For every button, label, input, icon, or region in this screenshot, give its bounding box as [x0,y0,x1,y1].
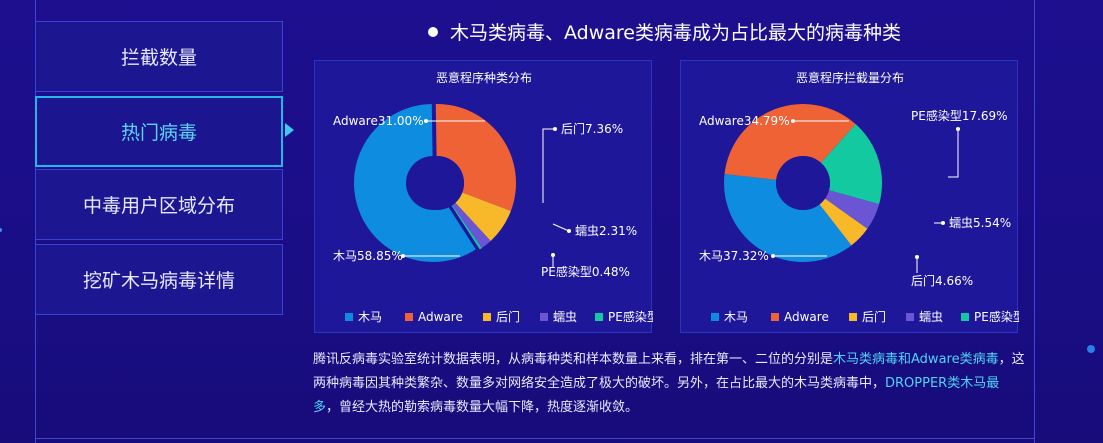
leader-dot-adware [424,119,428,123]
data-label-trojan: 木马37.32% [699,249,769,263]
legend-label-worm: 蠕虫 [919,310,943,324]
data-label-backdoor: 后门4.66% [911,273,973,288]
pie-center-hole [776,156,830,210]
leader-line-backdoor [542,128,555,203]
pie-slice-pe-infector [451,205,482,250]
data-label-pe-infector: PE感染型0.48% [541,264,630,279]
leader-dot-pe-infector [551,253,555,257]
chart-panel-type-distribution: 恶意程序种类分布木马58.85% Adware31.00% 后门7.36% 蠕虫2.3… [314,60,653,333]
legend-swatch-backdoor [483,313,491,321]
leader-dot-worm [567,229,571,233]
data-label-adware: Adware31.00% [333,114,424,128]
chart-legend: 木马 Adware 后门 蠕虫 PE感染型 [345,309,653,324]
sidebar-item-hot-virus[interactable]: 热门病毒 [35,96,283,167]
data-label-worm: 蠕虫5.54% [949,216,1011,230]
legend-swatch-backdoor [849,313,857,321]
desc-highlight-1: 木马类病毒和Adware类病毒 [833,352,999,367]
pie-slices [724,104,882,262]
frame-bottom-line [35,438,1035,439]
pie-center-hole [410,156,464,210]
decor-dot-right [1087,345,1095,353]
legend-swatch-adware [405,313,413,321]
sidebar-item-region-distribution[interactable]: 中毒用户区域分布 [35,169,283,240]
bullet-icon [428,26,438,37]
data-label-trojan: 木马58.85% [333,249,403,263]
legend-swatch-worm [906,313,914,321]
active-tab-arrow-icon [285,123,294,137]
legend-swatch-pe-infector [961,313,969,321]
legend-label-pe-infector: PE感染型 [974,309,1019,324]
legend-label-backdoor: 后门 [496,309,520,324]
chart-legend: 木马 Adware 后门 蠕虫 PE感染型 [711,309,1019,324]
pie-slice-backdoor [819,198,868,246]
desc-text-2: ，这两种病毒因其种类繁杂、数量多对网络安全造成了极大的破坏。另外，在占比最大的木… [313,352,1025,391]
legend-label-adware: Adware [784,310,829,324]
leader-dot-trojan [771,254,775,258]
desc-highlight-2: DROPPER类木马最多 [313,376,1000,415]
chart-panel-intercept-distribution: 恶意程序拦截量分布木马37.32% Adware34.79% PE感染型17.69%… [680,60,1019,333]
frame-right-line [1034,0,1035,443]
legend-label-adware: Adware [418,310,463,324]
data-label-backdoor: 后门7.36% [561,121,623,136]
legend-swatch-pe-infector [595,313,603,321]
pie-slice-pe-infector [820,124,882,205]
legend-swatch-trojan [711,313,719,321]
leader-line-pe-infector [948,129,959,178]
legend-label-trojan: 木马 [358,310,382,324]
chart-title: 恶意程序拦截量分布 [796,70,904,85]
legend-label-trojan: 木马 [724,310,748,324]
leader-dot-adware [791,119,795,123]
pie-slices [354,104,516,262]
decor-dot-left [0,228,2,232]
section-headline: 木马类病毒、Adware类病毒成为占比最大的病毒种类 [428,18,901,45]
legend-swatch-trojan [345,313,353,321]
leader-dot-backdoor [553,127,557,131]
description-paragraph: 腾讯反病毒实验室统计数据表明，从病毒种类和样本数量上来看，排在第一、二位的分别是… [313,348,1025,420]
pie-slice-trojan [354,104,476,262]
pie-slice-backdoor [455,192,511,241]
leader-dot-worm [941,221,945,225]
desc-text-3: ，曾经大热的勒索病毒数量大幅下降，热度逐渐收敛。 [326,400,639,415]
sidebar-item-label: 中毒用户区域分布 [82,195,235,217]
pie-slice-worm [825,190,880,229]
data-label-worm: 蠕虫2.31% [575,224,637,238]
sidebar-item-label: 挖矿木马病毒详情 [82,270,235,292]
chart-title: 恶意程序种类分布 [436,70,532,85]
leader-line-worm [552,223,570,232]
legend-swatch-adware [771,313,779,321]
headline-text: 木马类病毒、Adware类病毒成为占比最大的病毒种类 [450,22,901,44]
legend-swatch-worm [540,313,548,321]
data-label-pe-infector: PE感染型17.69% [911,108,1008,123]
pie-slice-adware [435,104,516,211]
legend-label-backdoor: 后门 [862,309,886,324]
data-label-adware: Adware34.79% [699,114,790,128]
leader-dot-trojan [401,254,405,258]
sidebar-item-intercept-count[interactable]: 拦截数量 [35,21,283,92]
leader-dot-backdoor [915,255,919,259]
sidebar-item-label: 热门病毒 [120,122,197,144]
desc-text-1: 腾讯反病毒实验室统计数据表明，从病毒种类和样本数量上来看，排在第一、二位的分别是 [313,352,834,367]
legend-label-worm: 蠕虫 [553,310,577,324]
leader-dot-pe-infector [956,127,960,131]
sidebar-item-label: 拦截数量 [120,47,197,69]
sidebar-item-mining-trojan[interactable]: 挖矿木马病毒详情 [35,244,283,315]
legend-label-pe-infector: PE感染型 [608,309,653,324]
pie-slice-trojan [724,173,852,262]
pie-slice-worm [452,202,491,249]
pie-slice-adware [724,104,856,180]
